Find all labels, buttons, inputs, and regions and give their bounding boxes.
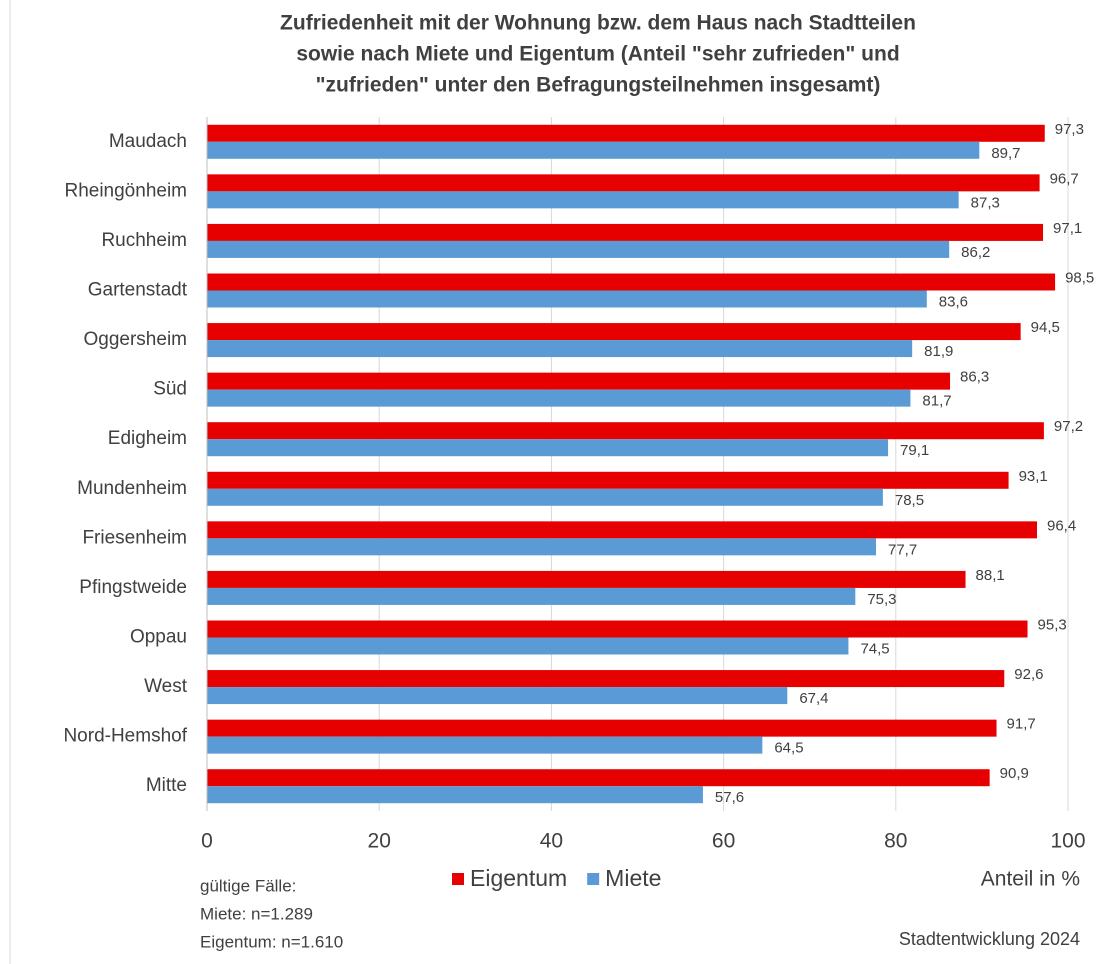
y-tick-label: Süd [153, 379, 187, 400]
bar [207, 191, 959, 209]
bar [207, 124, 1045, 142]
y-tick-label: Ruchheim [101, 230, 187, 251]
bar [207, 736, 763, 754]
value-label: 94,5 [1031, 319, 1060, 336]
value-label: 77,7 [888, 541, 917, 558]
legend-label: Eigentum [470, 865, 567, 891]
note: Eigentum: n=1.610 [200, 932, 343, 951]
value-label: 67,4 [799, 690, 828, 707]
bar [207, 290, 927, 308]
value-label: 81,9 [924, 343, 953, 360]
legend-label: Miete [605, 865, 661, 891]
value-label: 81,7 [922, 393, 951, 410]
note: gültige Fälle: [200, 876, 296, 895]
bar [207, 422, 1044, 440]
value-label: 57,6 [715, 789, 744, 806]
value-label: 86,3 [960, 369, 989, 386]
bar [207, 769, 990, 787]
bar [207, 439, 889, 457]
value-label: 91,7 [1007, 716, 1036, 733]
value-label: 87,3 [971, 194, 1000, 211]
value-label: 75,3 [867, 591, 896, 608]
value-label: 97,3 [1055, 121, 1084, 138]
bar [207, 538, 876, 556]
y-tick-label: Maudach [109, 131, 187, 152]
x-tick-label: 20 [368, 830, 391, 853]
bar [207, 141, 980, 159]
y-tick-label: Mundenheim [77, 478, 187, 499]
y-tick-label: Edigheim [108, 428, 187, 449]
bar [207, 521, 1038, 539]
y-tick-label: Mitte [146, 775, 187, 796]
value-label: 78,5 [895, 492, 924, 509]
bar [207, 620, 1028, 638]
legend-swatch [587, 873, 600, 885]
value-label: 97,1 [1053, 220, 1082, 237]
value-label: 92,6 [1014, 666, 1043, 683]
bar [207, 587, 856, 605]
value-label: 95,3 [1038, 616, 1067, 633]
value-label: 86,2 [961, 244, 990, 261]
chart-title: "zufrieden" unter den Befragungsteilnehm… [316, 74, 881, 97]
bar [207, 273, 1056, 291]
x-tick-label: 80 [884, 830, 907, 853]
y-tick-label: Pfingstweide [79, 577, 187, 598]
bar [207, 240, 950, 258]
y-tick-label: West [144, 676, 188, 697]
x-tick-label: 0 [201, 830, 213, 853]
x-tick-label: 60 [712, 830, 735, 853]
bar [207, 670, 1005, 688]
value-label: 96,7 [1050, 170, 1079, 187]
value-label: 83,6 [939, 293, 968, 310]
value-label: 98,5 [1065, 269, 1094, 286]
bar [207, 637, 849, 655]
axis-label: Anteil in % [981, 868, 1080, 891]
y-tick-label: Rheingönheim [64, 180, 187, 201]
value-label: 79,1 [900, 442, 929, 459]
value-label: 97,2 [1054, 418, 1083, 435]
y-tick-label: Gartenstadt [88, 280, 188, 301]
value-label: 96,4 [1047, 517, 1076, 534]
bar [207, 389, 911, 407]
source: Stadtentwicklung 2024 [899, 929, 1080, 949]
x-tick-label: 100 [1050, 830, 1085, 853]
legend-swatch [452, 873, 464, 885]
chart-title: Zufriedenheit mit der Wohnung bzw. dem H… [280, 12, 916, 35]
bar [207, 570, 966, 588]
value-label: 74,5 [860, 640, 889, 657]
bar [207, 786, 703, 804]
x-tick-label: 40 [540, 830, 563, 853]
value-label: 93,1 [1019, 468, 1048, 485]
value-label: 88,1 [976, 567, 1005, 584]
y-tick-label: Friesenheim [82, 527, 187, 548]
bar [207, 323, 1021, 341]
bar [207, 687, 788, 705]
value-label: 64,5 [774, 740, 803, 757]
value-label: 90,9 [1000, 765, 1029, 782]
bar [207, 174, 1040, 192]
bar [207, 488, 883, 506]
bar [207, 719, 997, 737]
y-tick-label: Nord-Hemshof [63, 726, 187, 747]
y-tick-label: Oggersheim [84, 329, 188, 350]
bar [207, 471, 1009, 489]
bar [207, 340, 913, 358]
chart-title: sowie nach Miete und Eigentum (Anteil "s… [296, 43, 899, 66]
bar [207, 372, 951, 390]
value-label: 89,7 [991, 145, 1020, 162]
bar [207, 223, 1044, 241]
note: Miete: n=1.289 [200, 904, 313, 923]
y-tick-label: Oppau [130, 627, 187, 648]
